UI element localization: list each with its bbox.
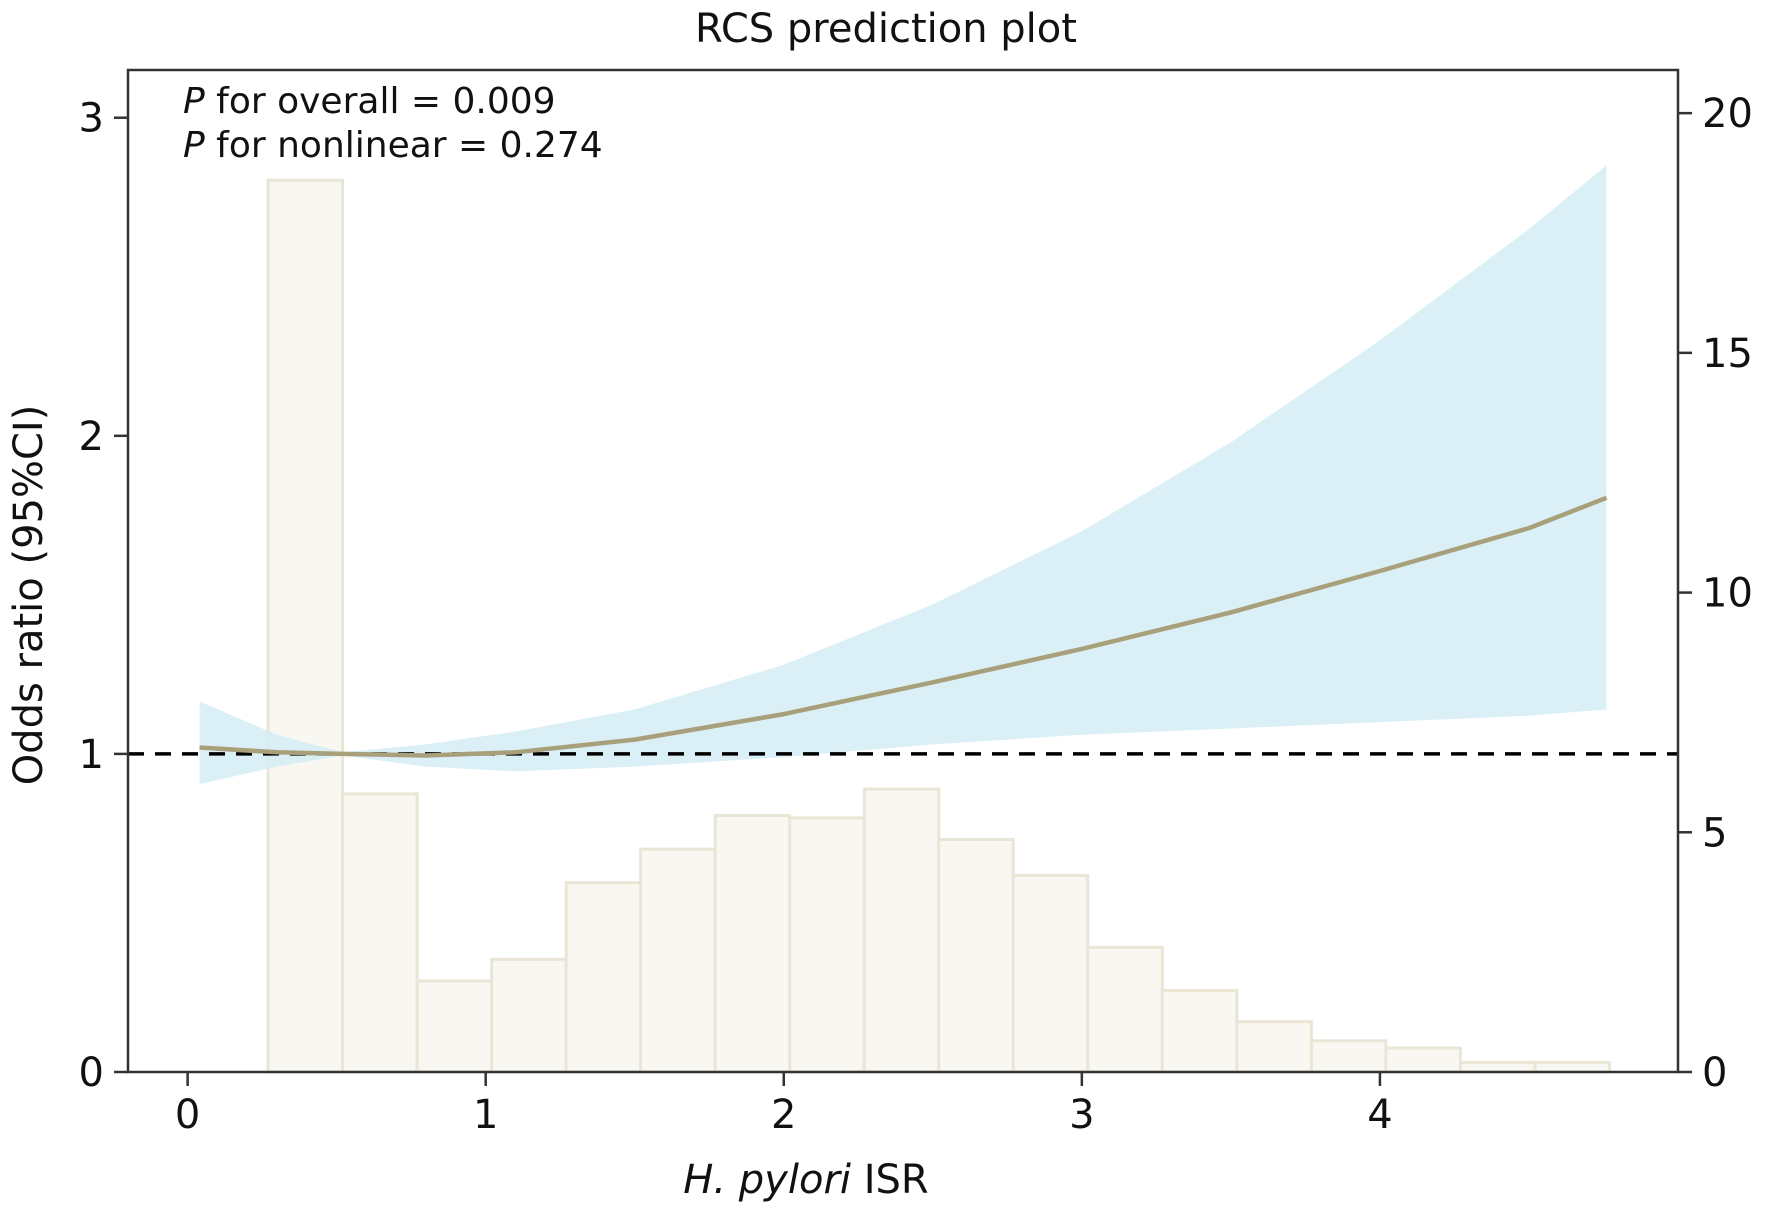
histogram-bar	[1086, 945, 1164, 1074]
histogram-bar	[266, 178, 345, 1074]
histogram-bar	[341, 792, 419, 1074]
y2-tick-label: 20	[1702, 91, 1753, 137]
x-tick-label: 3	[1069, 1092, 1094, 1138]
histogram-bar	[862, 787, 941, 1074]
annotation-overall-p: P	[183, 81, 205, 122]
y2-axis-ticks: 0 5 10 15 20	[1678, 91, 1753, 1096]
annotation-nonlinear-p: P	[183, 125, 205, 166]
x-axis-label: H. pylori ISR	[683, 1157, 928, 1203]
y-axis-ticks: 0 1 2 3	[79, 96, 128, 1096]
histogram-bar	[1011, 873, 1090, 1074]
annotation-overall-text: for overall = 0.009	[205, 81, 556, 122]
histogram-bar	[415, 979, 494, 1074]
confidence-band	[199, 165, 1607, 785]
histogram-bar	[1235, 1020, 1313, 1074]
y-tick-label: 0	[79, 1050, 104, 1096]
x-axis-label-italic: H. pylori	[683, 1157, 851, 1203]
plot-frame	[126, 68, 1680, 1074]
x-tick-label: 1	[473, 1092, 498, 1138]
x-axis-ticks: 0 1 2 3 4	[175, 1072, 1393, 1138]
histogram-bar	[564, 881, 643, 1074]
y2-tick-label: 5	[1702, 810, 1727, 856]
annotation-nonlinear-text: for nonlinear = 0.274	[205, 125, 603, 166]
histogram-bar	[713, 814, 792, 1074]
histogram-bar	[1384, 1046, 1462, 1074]
histogram-bar	[639, 847, 717, 1074]
histogram-bar	[1458, 1060, 1537, 1074]
ci-band	[199, 165, 1607, 785]
odds-ratio-curve	[199, 495, 1608, 758]
annotation-nonlinear: P for nonlinear = 0.274	[183, 125, 603, 166]
y2-tick-label: 15	[1702, 331, 1753, 377]
histogram-bar	[788, 816, 866, 1074]
x-tick-label: 0	[175, 1092, 200, 1138]
histogram	[266, 178, 1611, 1074]
chart-title: RCS prediction plot	[695, 6, 1077, 52]
y-axis-label: Odds ratio (95%CI)	[6, 405, 52, 786]
y-tick-label: 2	[79, 414, 104, 460]
x-axis-label-rest: ISR	[851, 1157, 929, 1203]
y2-tick-label: 10	[1702, 571, 1753, 617]
x-tick-label: 4	[1367, 1092, 1392, 1138]
histogram-bar	[1160, 988, 1239, 1074]
x-tick-label: 2	[771, 1092, 796, 1138]
y-tick-label: 3	[79, 96, 104, 142]
histogram-bar	[1309, 1039, 1388, 1074]
histogram-bar	[937, 837, 1015, 1074]
estimate-line	[199, 495, 1608, 758]
y2-tick-label: 0	[1702, 1050, 1727, 1096]
y-tick-label: 1	[79, 732, 104, 778]
histogram-bar	[1533, 1060, 1611, 1074]
histogram-bar	[490, 957, 568, 1074]
annotation-overall: P for overall = 0.009	[183, 81, 556, 122]
